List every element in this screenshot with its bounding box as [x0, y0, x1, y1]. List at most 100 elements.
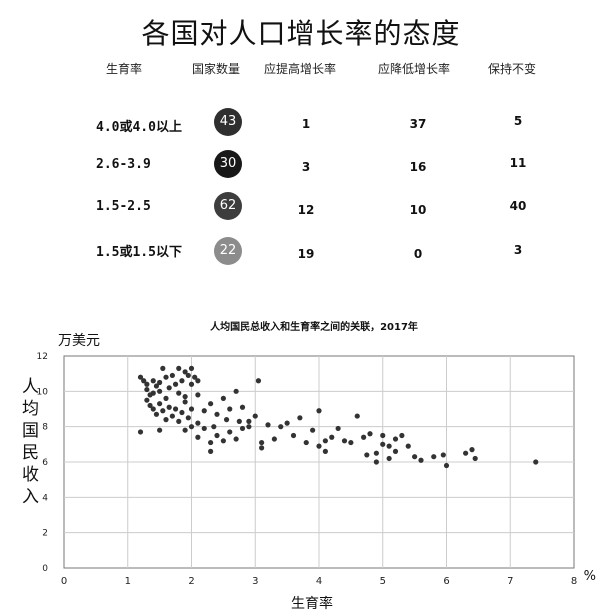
- data-point: [223, 417, 230, 423]
- data-point: [392, 436, 399, 442]
- chart-title: 人均国民总收入和生育率之间的关联，2017年: [210, 320, 418, 333]
- x-tick-label: 6: [443, 576, 449, 587]
- data-point: [188, 406, 195, 412]
- country-count-circle: 43: [214, 108, 242, 136]
- data-point: [144, 381, 150, 387]
- raise-count: 3: [301, 160, 311, 174]
- row-rate-label: 2.6-3.9: [96, 157, 151, 172]
- data-point: [176, 390, 182, 396]
- y-tick-label: 8: [42, 423, 48, 433]
- data-point: [195, 434, 201, 440]
- data-point: [182, 394, 188, 400]
- data-point: [185, 415, 191, 421]
- raise-count: 1: [301, 117, 311, 131]
- data-point: [201, 408, 207, 414]
- data-point: [153, 383, 160, 389]
- country-count-circle: 62: [214, 192, 242, 220]
- data-point: [163, 417, 169, 423]
- data-point: [290, 432, 297, 439]
- data-point: [443, 462, 450, 469]
- data-point: [259, 439, 265, 446]
- data-point: [192, 374, 198, 380]
- data-point: [322, 438, 328, 444]
- country-count-circle: 22: [214, 237, 242, 265]
- data-point: [361, 434, 367, 440]
- data-point: [208, 401, 214, 407]
- data-point: [335, 425, 341, 432]
- data-point: [182, 369, 188, 375]
- data-point: [157, 401, 163, 407]
- x-tick-label: 3: [252, 576, 258, 587]
- header-lower: 应降低增长率: [378, 62, 451, 76]
- data-point: [144, 397, 150, 403]
- data-point: [188, 424, 195, 430]
- data-point: [172, 406, 179, 412]
- x-tick-label: 8: [571, 576, 577, 587]
- data-point: [380, 441, 386, 447]
- data-point: [373, 459, 379, 465]
- x-tick-label: 5: [380, 576, 386, 587]
- data-point: [150, 406, 156, 412]
- raise-count: 12: [297, 203, 315, 217]
- data-point: [316, 408, 322, 414]
- row-rate-label: 1.5-2.5: [96, 199, 151, 214]
- table-title: 各国对人口增长率的态度: [141, 17, 461, 50]
- data-point: [380, 432, 386, 439]
- data-point: [169, 372, 175, 379]
- y-tick-label: 6: [42, 458, 48, 468]
- data-point: [236, 418, 242, 424]
- data-point: [201, 425, 207, 432]
- data-point: [431, 454, 437, 460]
- data-point: [144, 386, 150, 393]
- data-point: [179, 378, 185, 384]
- x-axis-label: 生育率: [291, 595, 333, 612]
- lower-count: 16: [409, 160, 427, 174]
- row-rate-label: 1.5或1.5以下: [96, 245, 182, 260]
- data-point: [472, 455, 478, 462]
- data-point: [150, 390, 156, 396]
- data-point: [220, 438, 226, 444]
- data-point: [195, 420, 201, 426]
- data-point: [278, 424, 284, 430]
- y-tick-label: 12: [37, 352, 48, 362]
- data-point: [176, 365, 182, 371]
- data-point: [195, 378, 201, 384]
- x-tick-label: 4: [316, 576, 322, 587]
- data-point: [176, 418, 182, 424]
- scatter-chart: 人均国民总收入和生育率之间的关联，2017年 万美元 人均国民收入 生育率 % …: [22, 320, 596, 612]
- y-tick-label: 2: [42, 529, 48, 539]
- data-point: [255, 378, 262, 384]
- data-point: [195, 392, 201, 398]
- data-point: [329, 434, 335, 440]
- data-point: [259, 445, 265, 451]
- data-point: [469, 447, 475, 453]
- data-point: [322, 448, 328, 454]
- data-point: [214, 432, 220, 439]
- data-point: [316, 443, 322, 449]
- data-point: [341, 438, 348, 444]
- data-point: [399, 432, 405, 439]
- data-point: [182, 427, 188, 433]
- data-point: [160, 408, 166, 414]
- y-tick-label: 10: [37, 387, 49, 397]
- data-point: [137, 374, 144, 380]
- data-point: [188, 365, 195, 371]
- data-point: [284, 420, 290, 426]
- data-point: [364, 452, 370, 458]
- data-point: [157, 388, 163, 394]
- raise-count: 19: [297, 247, 315, 261]
- data-point: [208, 439, 214, 446]
- data-point: [271, 436, 277, 442]
- data-point: [227, 406, 233, 412]
- row-rate-label: 4.0或4.0以上: [96, 120, 182, 135]
- y-tick-label: 4: [42, 493, 48, 503]
- keep-count: 40: [509, 199, 527, 213]
- data-point: [386, 455, 392, 462]
- data-point: [157, 427, 163, 433]
- data-point: [141, 378, 147, 384]
- x-tick-label: 7: [507, 576, 513, 587]
- x-tick-label: 0: [61, 576, 67, 587]
- unit-label: 万美元: [58, 333, 100, 349]
- x-tick-label: 1: [125, 576, 131, 587]
- data-point: [214, 411, 220, 417]
